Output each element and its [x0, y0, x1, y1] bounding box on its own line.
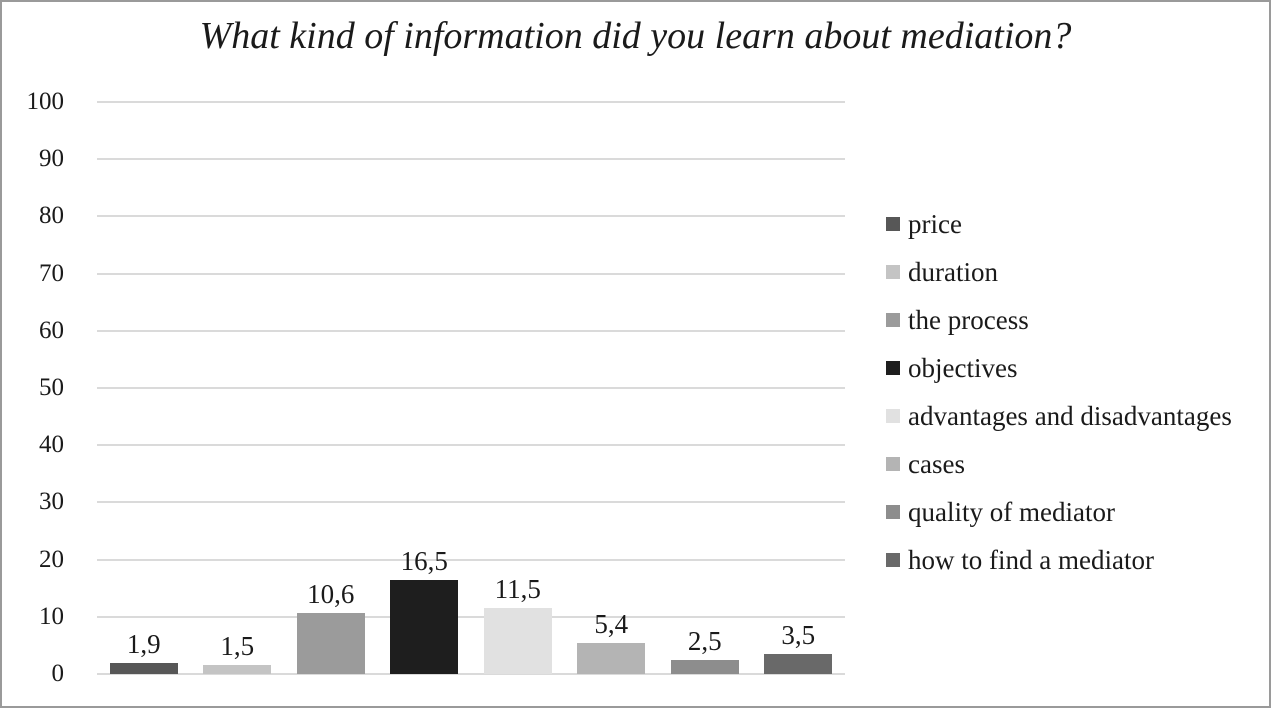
bar-group-duration: 1,5	[191, 102, 284, 674]
bar-value-label: 11,5	[494, 574, 541, 605]
legend-marker-icon	[886, 409, 900, 423]
bar-value-label: 1,5	[220, 631, 255, 662]
y-axis: 100 90 80 70 60 50 40 30 20 10 0	[2, 2, 65, 706]
gridline-40	[97, 444, 845, 447]
gridline-60	[97, 329, 845, 332]
gridline-30	[97, 501, 845, 504]
y-tick-label-100: 100	[26, 88, 65, 115]
bar-value-label: 3,5	[781, 619, 816, 650]
legend-label: the process	[908, 305, 1029, 335]
legend-marker-icon	[886, 313, 900, 327]
y-tick-label-50: 50	[39, 374, 64, 401]
legend-marker-icon	[886, 265, 900, 279]
legend-item-the-process: the process	[886, 296, 1232, 344]
legend: price duration the process objectives advant…	[886, 200, 1232, 584]
gridline-70	[97, 272, 845, 275]
y-tick-label-70: 70	[39, 259, 64, 287]
y-tick-label-80: 80	[39, 202, 64, 230]
legend-marker-icon	[886, 361, 900, 375]
legend-label: price	[908, 209, 962, 239]
legend-label: cases	[908, 449, 965, 479]
legend-item-how-to-find-a-mediator: how to find a mediator	[886, 536, 1232, 584]
bar-group-advantages-and-disadvantages: 11,5	[471, 102, 564, 674]
bar-group-the-process: 10,6	[284, 102, 377, 674]
legend-marker-icon	[886, 505, 900, 519]
bar-value-label: 10,6	[307, 579, 355, 610]
legend-label: how to find a mediator	[908, 545, 1154, 575]
bar	[764, 653, 833, 674]
legend-label: duration	[908, 257, 998, 287]
bar-group-how-to-find-a-mediator: 3,5	[752, 102, 845, 674]
legend-item-cases: cases	[886, 440, 1232, 488]
legend-item-objectives: objectives	[886, 344, 1232, 392]
bar-value-label: 5,4	[594, 609, 629, 640]
bar-value-label: 16,5	[400, 545, 448, 576]
bar	[296, 613, 365, 674]
bar	[390, 579, 459, 674]
bar	[203, 665, 272, 674]
bar	[577, 643, 646, 674]
legend-item-price: price	[886, 200, 1232, 248]
legend-label: quality of mediator	[908, 497, 1115, 527]
gridline-20	[97, 558, 845, 561]
legend-marker-icon	[886, 553, 900, 567]
bar-series: 1,9 1,5 10,6 16,5 11,5 5,4 2,5 3,5	[97, 102, 845, 674]
bar-value-label: 1,9	[126, 629, 161, 660]
gridline-50	[97, 387, 845, 389]
bar-value-label: 2,5	[687, 625, 722, 656]
gridline-90	[97, 158, 845, 161]
y-tick-label-30: 30	[39, 488, 64, 516]
plot-area: 1,9 1,5 10,6 16,5 11,5 5,4 2,5 3,5	[97, 101, 845, 675]
chart-title: What kind of information did you learn a…	[199, 15, 1072, 57]
bar-group-cases: 5,4	[565, 102, 658, 674]
legend-item-duration: duration	[886, 248, 1232, 296]
y-tick-label-20: 20	[39, 545, 64, 573]
y-tick-label-0: 0	[51, 660, 65, 687]
gridline-100	[97, 101, 845, 103]
legend-label: objectives	[908, 353, 1018, 383]
bar	[109, 663, 178, 674]
y-tick-label-40: 40	[39, 431, 64, 459]
legend-item-quality-of-mediator: quality of mediator	[886, 488, 1232, 536]
bar-group-objectives: 16,5	[378, 102, 471, 674]
bar-group-price: 1,9	[97, 102, 190, 674]
gridline-80	[97, 215, 845, 218]
gridline-10	[97, 615, 845, 618]
y-tick-label-10: 10	[39, 602, 64, 630]
y-tick-label-60: 60	[39, 316, 64, 344]
gridline-0	[97, 673, 845, 675]
legend-marker-icon	[886, 457, 900, 471]
y-tick-label-90: 90	[39, 145, 64, 173]
bar	[483, 608, 552, 674]
legend-marker-icon	[886, 217, 900, 231]
bar-group-quality-of-mediator: 2,5	[658, 102, 751, 674]
bar	[670, 659, 739, 674]
legend-item-advantages-and-disadvantages: advantages and disadvantages	[886, 392, 1232, 440]
legend-label: advantages and disadvantages	[908, 401, 1232, 431]
